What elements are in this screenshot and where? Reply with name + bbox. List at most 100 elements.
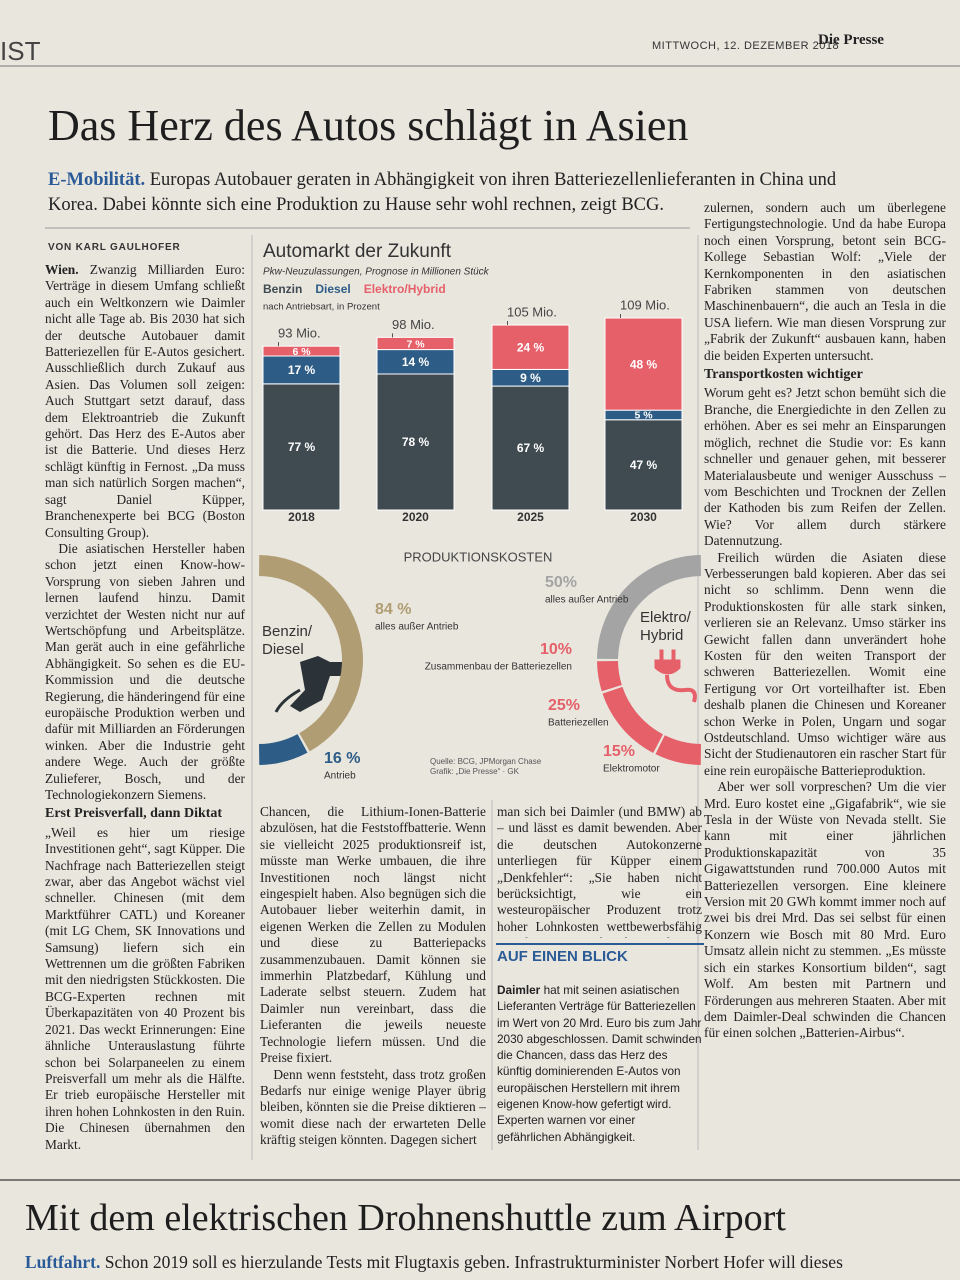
category-label: Antrieb <box>324 771 356 782</box>
chart-source: Grafik: „Die Presse“ · GK <box>430 767 520 776</box>
value-label: 15% <box>603 743 635 760</box>
bar-segment <box>376 349 455 375</box>
byline: VON KARL GAULHOFER <box>48 242 181 253</box>
legend-entry: Elektro/Hybrid <box>364 282 446 296</box>
category-label: alles außer Antrieb <box>545 595 629 606</box>
paragraph-text: Chancen, die Lithium-Ionen-Batterie abzu… <box>260 804 486 1066</box>
paragraph-text: Zwanzig Milliarden Euro: Verträge in die… <box>45 262 245 540</box>
next-lead-text: Schon 2019 soll es hierzulande Tests mit… <box>104 1252 843 1272</box>
paragraph: Wien. Zwanzig Milliarden Euro: Verträge … <box>45 262 245 541</box>
dateline: Wien. <box>45 262 79 277</box>
chart-subtitle: Pkw-Neuzulassungen, Prognose in Millione… <box>263 267 490 278</box>
pie-segment <box>655 735 701 765</box>
value-label: 5 % <box>634 410 653 422</box>
subheading: Transportkosten wichtiger <box>704 367 863 383</box>
value-label: 9 % <box>520 371 541 385</box>
pie-name: Diesel <box>262 641 304 658</box>
value-label: 77 % <box>288 440 316 454</box>
pie-name: Hybrid <box>640 627 683 644</box>
value-label: 14 % <box>402 355 430 369</box>
legend-entry: Benzin <box>263 282 302 296</box>
next-kicker: Luftfahrt. <box>25 1252 101 1272</box>
paragraph: Freilich würden die Asiaten diese Verbes… <box>704 550 946 780</box>
x-tick-label: 2018 <box>288 510 315 524</box>
paragraph-text: Aber wer soll vorpreschen? Um die vier M… <box>704 779 946 1041</box>
category-label: Zusammenbau der Batteriezellen <box>425 662 572 673</box>
headline: Das Herz des Autos schlägt in Asien <box>48 101 689 150</box>
paragraph: „Weil es hier um riesige Investitionen g… <box>45 825 245 1153</box>
chart-title: PRODUKTIONSKOSTEN <box>404 549 553 564</box>
bar-segment <box>262 383 341 511</box>
x-tick-label: 2020 <box>402 510 429 524</box>
x-tick-label: 2030 <box>630 510 657 524</box>
total-label: 93 Mio. <box>278 326 321 341</box>
pie-name: Benzin/ <box>262 623 313 640</box>
section-name: IST <box>0 36 41 66</box>
paragraph-text: Die asiatischen Hersteller haben schon j… <box>45 540 245 802</box>
category-label: Elektromotor <box>603 764 660 775</box>
value-label: 17 % <box>288 363 316 377</box>
value-label: 67 % <box>517 441 545 455</box>
box-title: AUF EINEN BLICK <box>497 948 628 965</box>
text-column: zulernen, sondern auch um überlegene Fer… <box>704 200 946 1140</box>
paragraph: In diese Falle wollen Volkswagen, BMW un… <box>45 1153 245 1154</box>
value-label: 6 % <box>292 346 311 358</box>
value-label: 10% <box>540 641 572 658</box>
paragraph: zulernen, sondern auch um überlegene Fer… <box>704 200 946 364</box>
paragraph: Chancen, die Lithium-Ionen-Batterie abzu… <box>260 804 486 1067</box>
paragraph-text: Worum geht es? Jetzt schon bemüht sich d… <box>704 385 946 549</box>
value-label: 47 % <box>630 458 658 472</box>
pie-segment <box>597 661 622 692</box>
box-text: Daimler hat mit seinen asiatischen Liefe… <box>497 982 702 1145</box>
paragraph: Denn wenn feststeht, dass trotz großen B… <box>260 1067 486 1149</box>
paragraph-text: man sich bei Daimler (und BMW) ab – und … <box>497 804 702 938</box>
next-lead: Luftfahrt. Schon 2019 soll es hierzuland… <box>25 1252 960 1273</box>
paragraph-text: In diese Falle wollen Volkswagen, BMW un… <box>45 1153 245 1154</box>
next-headline: Mit dem elektrischen Drohnenshuttle zum … <box>25 1197 786 1239</box>
paragraph: Worum geht es? Jetzt schon bemüht sich d… <box>704 385 946 549</box>
bar-segment <box>376 336 455 351</box>
box-body: hat mit seinen asiatischen Lieferanten V… <box>497 983 702 1144</box>
paper-name: Die Presse <box>818 32 884 48</box>
category-label: Batteriezellen <box>548 718 609 729</box>
pie-segment <box>597 555 701 659</box>
text-column: Wien. Zwanzig Milliarden Euro: Verträge … <box>45 262 245 1154</box>
lead: E-Mobilität. Europas Autobauer geraten i… <box>48 168 878 218</box>
subheading: Erst Preisverfall, dann Diktat <box>45 806 223 822</box>
value-label: 84 % <box>375 601 411 618</box>
pie-segment <box>259 734 308 765</box>
total-label: 109 Mio. <box>620 297 670 312</box>
chart-source: Quelle: BCG, JPMorgan Chase <box>430 757 542 766</box>
value-label: 24 % <box>517 340 545 354</box>
value-label: 7 % <box>406 338 425 350</box>
chart-title: Automarkt der Zukunft <box>263 241 452 262</box>
value-label: 78 % <box>402 435 430 449</box>
legend-note: nach Antriebsart, in Prozent <box>263 302 380 313</box>
value-label: 48 % <box>630 357 658 371</box>
bar-segment <box>491 324 570 370</box>
value-label: 16 % <box>324 750 360 767</box>
total-label: 105 Mio. <box>507 304 557 319</box>
bar-segment <box>604 419 683 511</box>
bar-segment <box>604 317 683 411</box>
bar-segment <box>262 345 341 357</box>
total-label: 98 Mio. <box>392 317 435 332</box>
category-label: alles außer Antrieb <box>375 622 459 633</box>
plug-icon <box>654 649 697 703</box>
paragraph-text: Denn wenn feststeht, dass trotz großen B… <box>260 1066 486 1148</box>
paragraph-text: Freilich würden die Asiaten diese Verbes… <box>704 549 946 778</box>
paragraph-text: zulernen, sondern auch um überlegene Fer… <box>704 200 946 363</box>
fuel-pump-icon <box>274 656 352 713</box>
pie-segment <box>602 686 663 753</box>
paragraph: man sich bei Daimler (und BMW) ab – und … <box>497 804 702 938</box>
value-label: 50% <box>545 574 577 591</box>
paragraph-text: „Weil es hier um riesige Investitionen g… <box>45 824 245 1152</box>
text-column: Chancen, die Lithium-Ionen-Batterie abzu… <box>260 804 486 1154</box>
value-label: 25% <box>548 697 580 714</box>
box-lead: Daimler <box>497 983 541 997</box>
paragraph: Aber wer soll vorpreschen? Um die vier M… <box>704 779 946 1042</box>
text-column: man sich bei Daimler (und BMW) ab – und … <box>497 804 702 938</box>
legend-entry: Diesel <box>315 282 350 296</box>
